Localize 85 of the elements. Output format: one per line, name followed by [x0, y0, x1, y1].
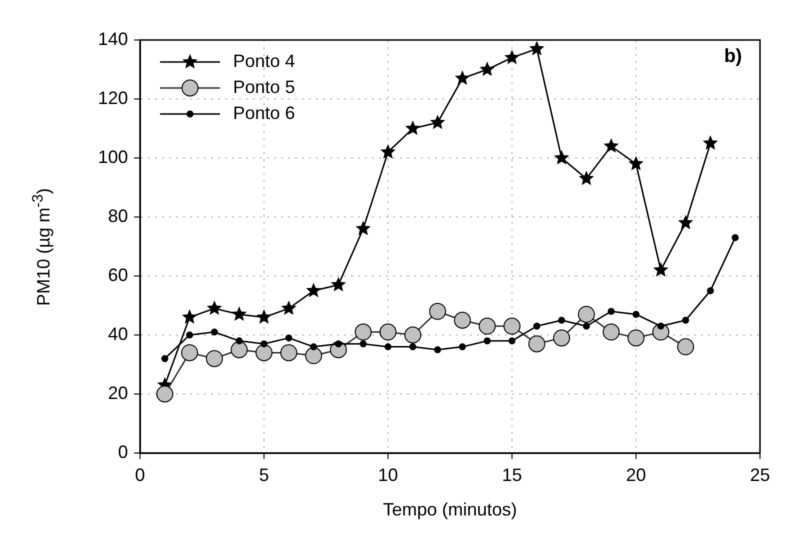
annotation: b) — [724, 46, 742, 68]
point — [602, 324, 620, 341]
point — [653, 262, 668, 277]
y-tick-label: 20 — [108, 382, 128, 403]
point — [430, 114, 446, 130]
point — [330, 276, 346, 292]
point — [310, 343, 318, 350]
point — [256, 344, 272, 362]
point — [632, 310, 640, 318]
point — [334, 340, 342, 348]
x-tick-label: 15 — [502, 464, 522, 485]
point — [458, 343, 466, 350]
y-tick-label: 100 — [98, 146, 128, 167]
y-tick-label: 0 — [118, 442, 128, 462]
point — [678, 214, 694, 230]
point — [454, 312, 471, 329]
x-tick-label: 5 — [258, 464, 270, 485]
point — [206, 300, 222, 315]
y-tick-label: 60 — [108, 264, 128, 285]
point — [182, 309, 198, 324]
point — [236, 337, 243, 344]
point — [161, 355, 168, 362]
point — [657, 322, 664, 330]
point — [280, 344, 298, 362]
point — [429, 302, 446, 320]
point — [360, 340, 367, 348]
point — [306, 282, 322, 298]
point — [582, 322, 590, 330]
point — [404, 326, 422, 344]
y-tick-label: 40 — [108, 324, 128, 344]
legend-label: Ponto 6 — [233, 103, 296, 123]
point — [305, 347, 322, 364]
y-tick-label: 80 — [108, 206, 128, 226]
point — [504, 318, 520, 335]
x-tick-label: 0 — [134, 464, 146, 485]
point — [210, 328, 218, 336]
point — [380, 324, 396, 341]
point — [628, 329, 644, 346]
point — [230, 341, 248, 358]
point — [604, 138, 619, 153]
point — [706, 287, 714, 294]
point — [156, 386, 174, 402]
point — [405, 120, 420, 135]
point — [732, 234, 739, 242]
x-tick-label: 25 — [750, 464, 770, 485]
point — [285, 334, 292, 342]
y-tick-label: 120 — [98, 88, 128, 108]
point — [454, 70, 470, 85]
legend-label: Ponto 4 — [233, 51, 296, 71]
point — [504, 50, 520, 64]
point — [181, 344, 198, 362]
point — [702, 135, 718, 150]
point — [206, 350, 223, 368]
point — [260, 340, 268, 348]
point — [281, 300, 296, 315]
point — [409, 343, 416, 350]
x-tick-label: 10 — [378, 464, 398, 485]
point — [528, 335, 546, 352]
x-tick-label: 20 — [626, 464, 646, 485]
point — [354, 324, 372, 341]
point — [480, 62, 495, 76]
point — [384, 343, 392, 350]
point — [232, 306, 247, 321]
point — [677, 338, 694, 356]
legend-label: Ponto 5 — [233, 77, 296, 97]
point — [553, 329, 570, 346]
point — [508, 337, 516, 344]
point — [186, 332, 194, 338]
point — [608, 308, 615, 315]
point — [356, 220, 371, 236]
point — [554, 150, 570, 164]
point — [478, 318, 496, 335]
point — [484, 337, 491, 344]
y-tick-label: 140 — [98, 28, 128, 49]
point — [434, 346, 442, 354]
x-axis-title: Tempo (minutos) — [382, 500, 518, 520]
point — [529, 40, 544, 56]
point — [533, 322, 540, 330]
point — [628, 156, 644, 170]
point — [682, 316, 690, 324]
point — [256, 309, 272, 324]
point — [558, 316, 566, 324]
point — [578, 170, 594, 186]
point — [578, 306, 595, 323]
point — [380, 144, 396, 159]
